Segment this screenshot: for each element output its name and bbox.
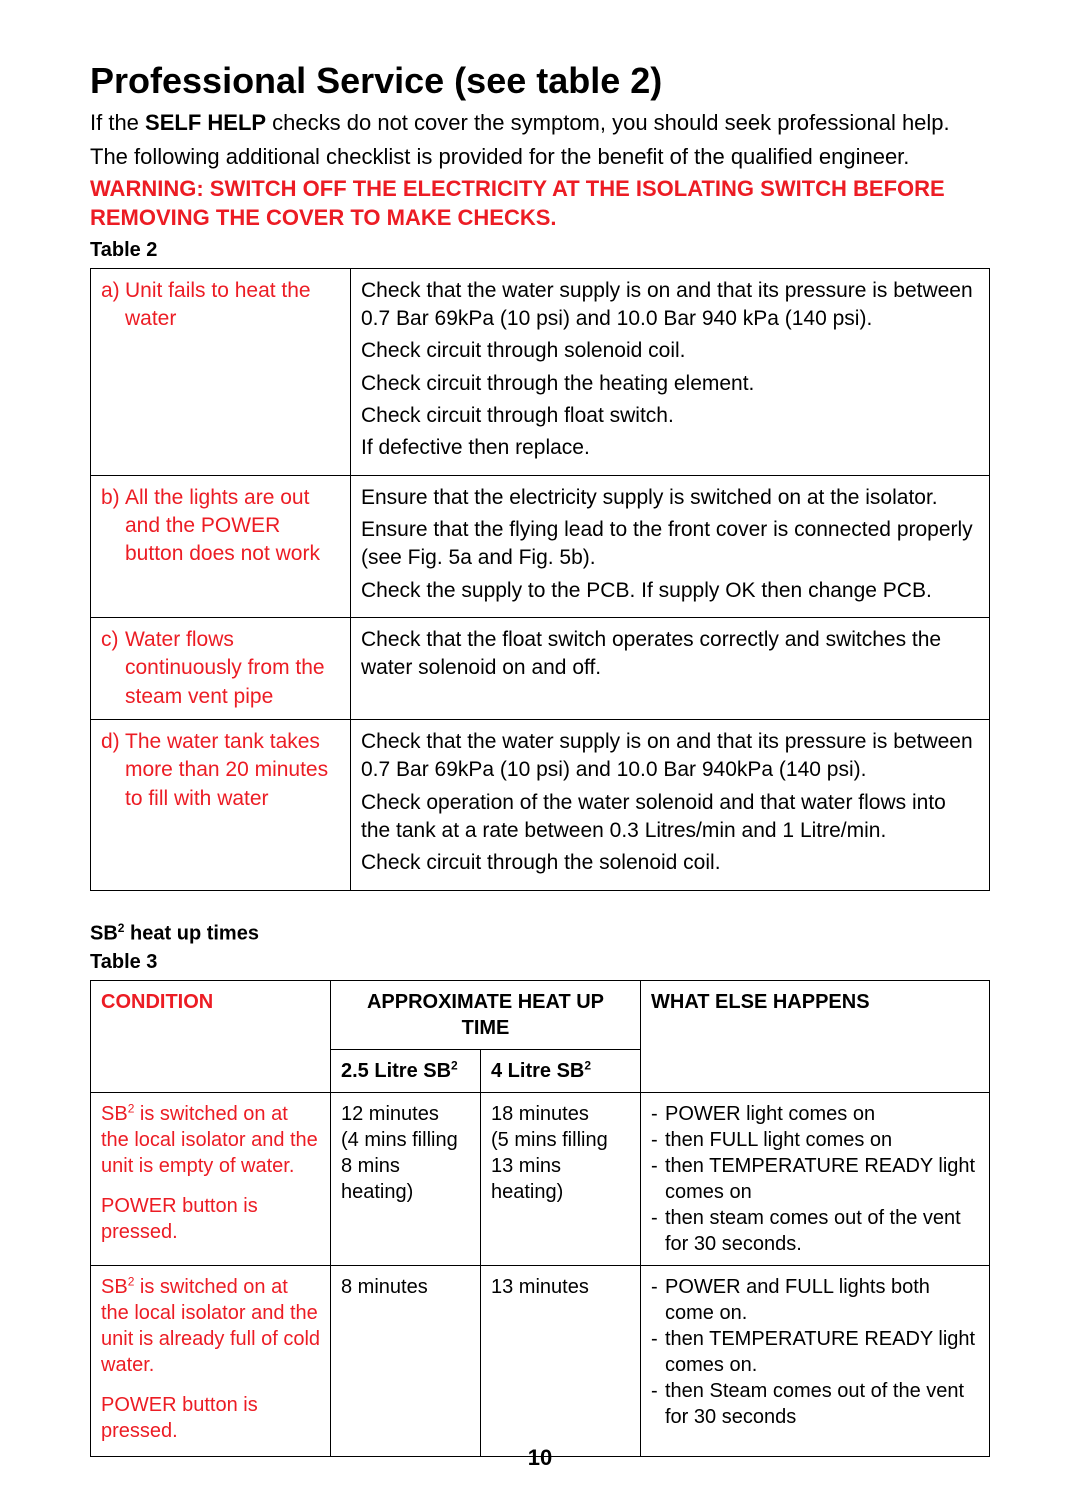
symptom-text: Unit fails to heat the water: [125, 277, 340, 334]
check-line: Ensure that the flying lead to the front…: [361, 516, 979, 573]
what-else-text: POWER light comes on: [665, 1101, 875, 1127]
condition-line: SB2 is switched on at the local isolator…: [101, 1101, 320, 1179]
what-else-item: -then steam comes out of the vent for 30…: [651, 1205, 979, 1257]
check-line: Check that the water supply is on and th…: [361, 277, 979, 334]
t3-h-4-pre: 4 Litre SB: [491, 1060, 584, 1082]
what-else-text: then steam comes out of the vent for 30 …: [665, 1205, 979, 1257]
check-line: Check circuit through solenoid coil.: [361, 337, 979, 365]
symptom-label: d): [101, 728, 125, 813]
check-line: Ensure that the electricity supply is sw…: [361, 484, 979, 512]
checks-cell: Check that the float switch operates cor…: [351, 618, 990, 720]
t3-h-2-5-pre: 2.5 Litre SB: [341, 1060, 451, 1082]
intro1-bold: SELF HELP: [145, 110, 266, 135]
check-line: Check that the float switch operates cor…: [361, 626, 979, 683]
intro1-post: checks do not cover the symptom, you sho…: [266, 110, 950, 135]
condition-line: SB2 is switched on at the local isolator…: [101, 1274, 320, 1378]
table-row: c)Water flows continuously from the stea…: [91, 618, 990, 720]
condition-cell: SB2 is switched on at the local isolator…: [91, 1266, 331, 1457]
table-2: a)Unit fails to heat the waterCheck that…: [90, 268, 990, 891]
symptom-label: a): [101, 277, 125, 334]
table2-label: Table 2: [90, 239, 990, 262]
check-line: Check operation of the water solenoid an…: [361, 789, 979, 846]
symptom-text: The water tank takes more than 20 minute…: [125, 728, 340, 813]
sb-heading-pre: SB: [90, 922, 118, 944]
checks-cell: Check that the water supply is on and th…: [351, 720, 990, 891]
check-line: Check circuit through float switch.: [361, 402, 979, 430]
what-else-text: POWER and FULL lights both come on.: [665, 1274, 979, 1326]
condition-line: POWER button is pressed.: [101, 1193, 320, 1245]
table-row: SB2 is switched on at the local isolator…: [91, 1266, 990, 1457]
table-row: SB2 is switched on at the local isolator…: [91, 1093, 990, 1266]
dash-icon: -: [651, 1274, 665, 1326]
symptom-label: c): [101, 626, 125, 711]
check-line: Check that the water supply is on and th…: [361, 728, 979, 785]
dash-icon: -: [651, 1378, 665, 1430]
time-2-5l-cell: 12 minutes (4 mins filling 8 mins heatin…: [331, 1093, 481, 1266]
check-line: Check circuit through the solenoid coil.: [361, 849, 979, 877]
what-else-text: then TEMPERATURE READY light comes on: [665, 1153, 979, 1205]
table3-label: Table 3: [90, 951, 990, 974]
what-else-item: -then TEMPERATURE READY light comes on.: [651, 1326, 979, 1378]
symptom-label: b): [101, 484, 125, 569]
check-line: Check the supply to the PCB. If supply O…: [361, 577, 979, 605]
what-else-item: -then FULL light comes on: [651, 1127, 979, 1153]
time-4l-cell: 18 minutes (5 mins filling 13 mins heati…: [481, 1093, 641, 1266]
what-else-text: then Steam comes out of the vent for 30 …: [665, 1378, 979, 1430]
what-else-item: -then TEMPERATURE READY light comes on: [651, 1153, 979, 1205]
intro-line-1: If the SELF HELP checks do not cover the…: [90, 108, 990, 138]
dash-icon: -: [651, 1153, 665, 1205]
t3-h-4-sup: 2: [584, 1059, 591, 1073]
what-else-item: -POWER light comes on: [651, 1101, 979, 1127]
dash-icon: -: [651, 1101, 665, 1127]
table-row: d)The water tank takes more than 20 minu…: [91, 720, 990, 891]
check-line: If defective then replace.: [361, 434, 979, 462]
t3-header-condition: CONDITION: [91, 981, 331, 1093]
sb-heat-up-heading: SB2 heat up times: [90, 921, 990, 946]
t3-header-4l: 4 Litre SB2: [481, 1050, 641, 1093]
dash-icon: -: [651, 1127, 665, 1153]
page-number: 10: [0, 1445, 1080, 1471]
check-line: Check circuit through the heating elemen…: [361, 370, 979, 398]
t3-h-2-5-sup: 2: [451, 1059, 458, 1073]
intro-line-2: The following additional checklist is pr…: [90, 142, 990, 172]
t3-header-approx: APPROXIMATE HEAT UP TIME: [331, 981, 641, 1050]
condition-cell: SB2 is switched on at the local isolator…: [91, 1093, 331, 1266]
what-else-item: -POWER and FULL lights both come on.: [651, 1274, 979, 1326]
symptom-cell: d)The water tank takes more than 20 minu…: [91, 720, 351, 891]
table-row: a)Unit fails to heat the waterCheck that…: [91, 268, 990, 475]
what-else-item: -then Steam comes out of the vent for 30…: [651, 1378, 979, 1430]
checks-cell: Check that the water supply is on and th…: [351, 268, 990, 475]
symptom-cell: c)Water flows continuously from the stea…: [91, 618, 351, 720]
intro1-pre: If the: [90, 110, 145, 135]
symptom-cell: a)Unit fails to heat the water: [91, 268, 351, 475]
sb-heading-post: heat up times: [124, 922, 258, 944]
time-2-5l-cell: 8 minutes: [331, 1266, 481, 1457]
checks-cell: Ensure that the electricity supply is sw…: [351, 475, 990, 617]
table-3: CONDITION APPROXIMATE HEAT UP TIME WHAT …: [90, 980, 990, 1457]
t3-header-whatelse: WHAT ELSE HAPPENS: [641, 981, 990, 1093]
symptom-cell: b)All the lights are out and the POWER b…: [91, 475, 351, 617]
dash-icon: -: [651, 1205, 665, 1257]
table-row: b)All the lights are out and the POWER b…: [91, 475, 990, 617]
what-else-text: then FULL light comes on: [665, 1127, 892, 1153]
what-else-text: then TEMPERATURE READY light comes on.: [665, 1326, 979, 1378]
what-else-cell: -POWER light comes on-then FULL light co…: [641, 1093, 990, 1266]
t3-header-2-5l: 2.5 Litre SB2: [331, 1050, 481, 1093]
dash-icon: -: [651, 1326, 665, 1378]
warning-text: WARNING: SWITCH OFF THE ELECTRICITY AT T…: [90, 175, 990, 232]
symptom-text: All the lights are out and the POWER but…: [125, 484, 340, 569]
time-4l-cell: 13 minutes: [481, 1266, 641, 1457]
page-title: Professional Service (see table 2): [90, 60, 990, 102]
condition-line: POWER button is pressed.: [101, 1392, 320, 1444]
what-else-cell: -POWER and FULL lights both come on.-the…: [641, 1266, 990, 1457]
symptom-text: Water flows continuously from the steam …: [125, 626, 340, 711]
